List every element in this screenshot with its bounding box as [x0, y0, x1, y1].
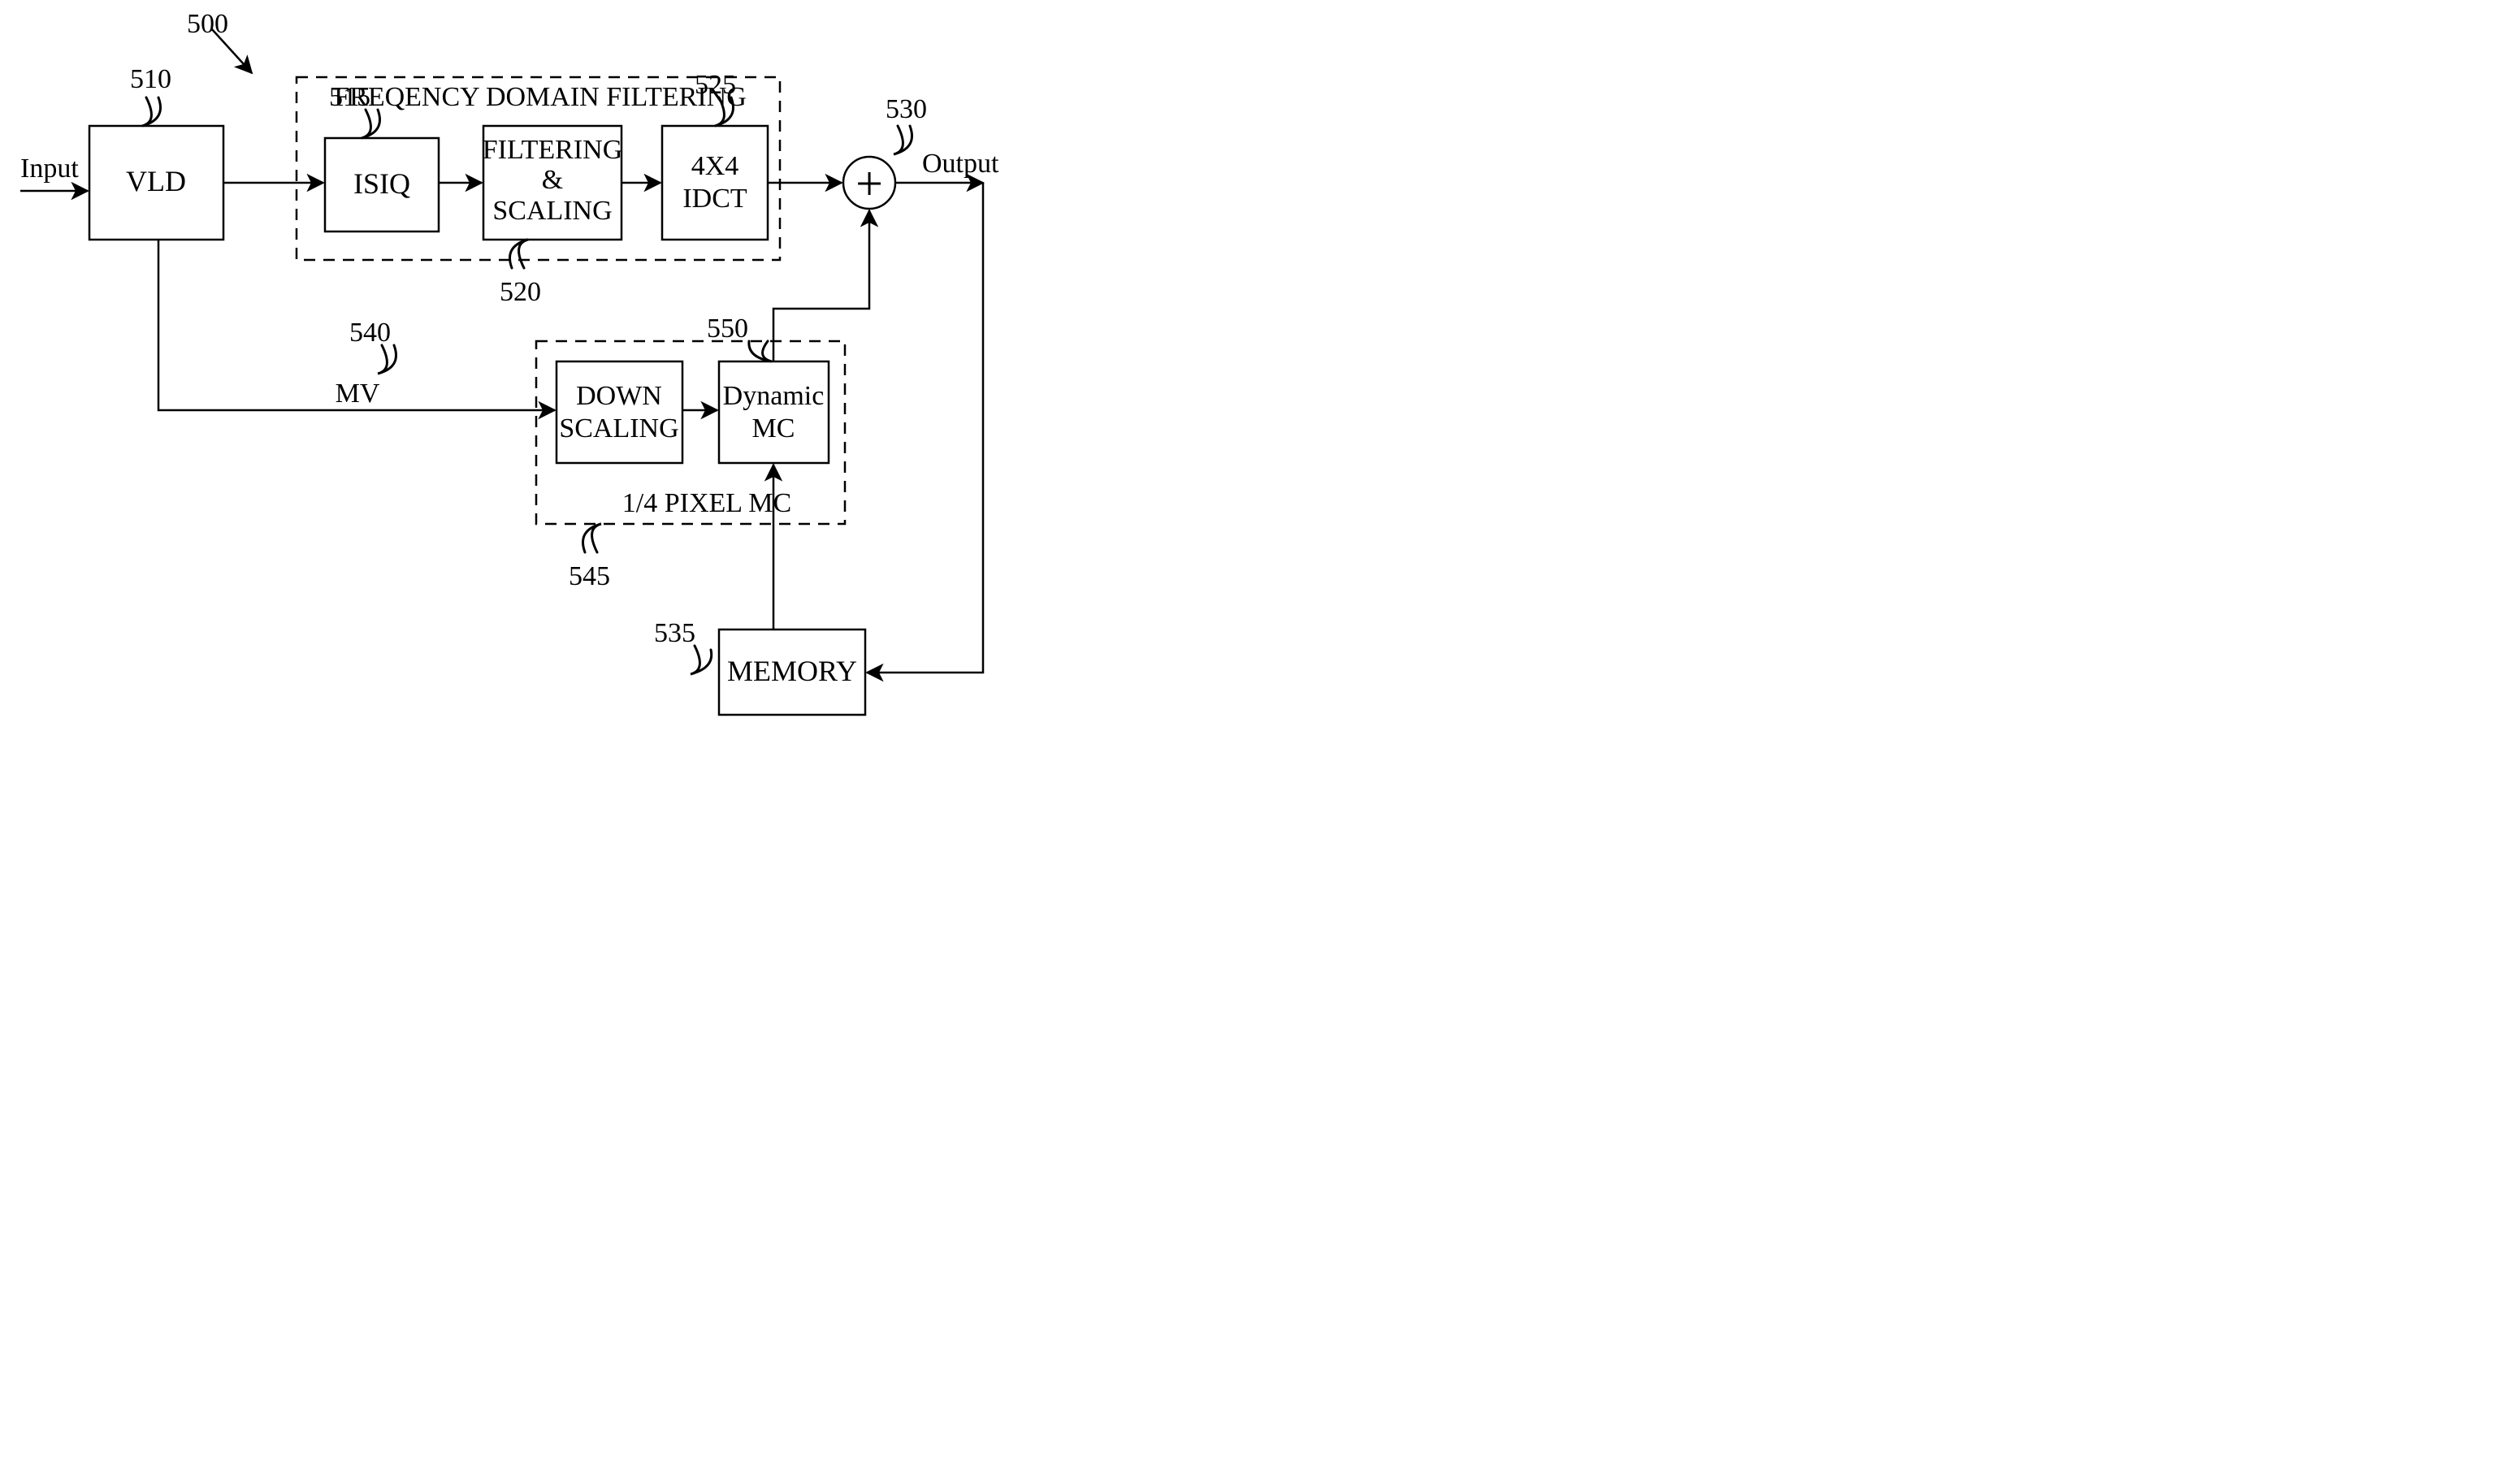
- down-l1: DOWN: [576, 381, 662, 411]
- mv-label: MV: [336, 379, 380, 409]
- mc-group-title: 1/4 PIXEL MC: [622, 488, 791, 518]
- ref-525: 525: [695, 70, 736, 100]
- isiq-label: ISIQ: [353, 167, 410, 200]
- vld-block: VLD 510: [89, 64, 223, 240]
- ref-515: 515: [329, 82, 370, 112]
- down-scaling-block: DOWN SCALING 545: [557, 361, 682, 591]
- filtering-scaling-block: FILTERING & SCALING 520: [483, 126, 623, 307]
- block-diagram: 500 FREQENCY DOMAIN FILTERING 1/4 PIXEL …: [0, 0, 1202, 780]
- vld-label: VLD: [126, 165, 186, 197]
- memory-block: MEMORY 535: [654, 618, 865, 715]
- ref-545: 545: [569, 561, 610, 591]
- idct-l2: IDCT: [682, 184, 747, 214]
- adder: + 530: [843, 94, 927, 210]
- filt-l3: SCALING: [492, 196, 612, 226]
- filt-l2: &: [542, 165, 563, 195]
- freq-domain-title: FREQENCY DOMAIN FILTERING: [334, 82, 747, 112]
- mem-label: MEMORY: [727, 655, 857, 687]
- input-label: Input: [20, 154, 79, 184]
- dmc-l2: MC: [752, 413, 795, 443]
- system-ref: 500: [187, 9, 252, 73]
- down-l2: SCALING: [559, 413, 678, 443]
- idct-l1: 4X4: [691, 151, 739, 181]
- edge-dmc-adder: [773, 210, 869, 361]
- ref-510: 510: [130, 64, 171, 94]
- filt-l1: FILTERING: [483, 135, 623, 165]
- output-label: Output: [922, 149, 999, 179]
- ref-540: 540: [349, 318, 391, 348]
- edge-output-mem: [867, 183, 983, 673]
- ref-535: 535: [654, 618, 695, 648]
- dynamic-mc-block: Dynamic MC 550: [707, 314, 829, 463]
- ref-500: 500: [187, 9, 228, 39]
- ref-550: 550: [707, 314, 748, 344]
- ref-520: 520: [500, 277, 541, 307]
- svg-text:+: +: [855, 157, 883, 210]
- ref-530: 530: [886, 94, 927, 124]
- dmc-l1: Dynamic: [723, 381, 825, 411]
